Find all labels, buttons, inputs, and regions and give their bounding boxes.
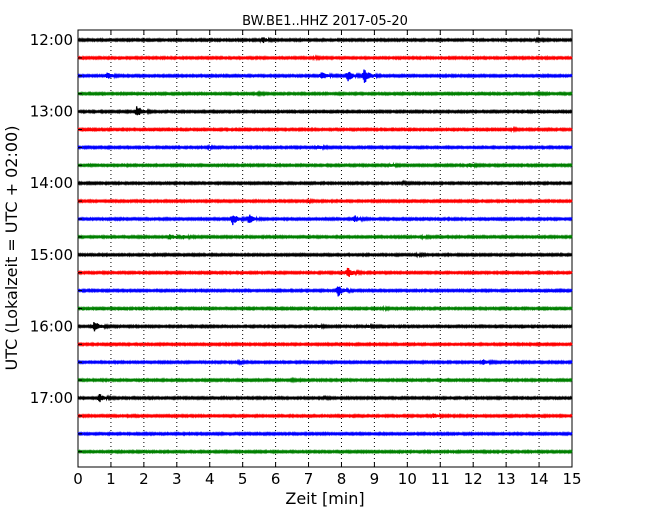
chart-title: BW.BE1..HHZ 2017-05-20	[242, 14, 408, 29]
seismogram-trace	[77, 267, 573, 277]
seismogram-trace	[77, 430, 573, 437]
seismogram-trace	[77, 197, 573, 205]
x-axis: 0 1 2 3 4 5 6 7 8 9 10 11 12 13 14 15	[73, 30, 582, 488]
y-tick-label: 12:00	[30, 31, 73, 49]
seismogram-trace	[77, 161, 573, 169]
y-axis: 12:00 13:00 14:00 15:00 16:00 17:00	[30, 31, 82, 453]
y-tick-label: 16:00	[30, 317, 73, 335]
x-tick-label: 1	[106, 470, 116, 488]
seismogram-trace	[77, 358, 573, 366]
y-tick-label: 14:00	[30, 174, 73, 192]
seismogram-trace	[77, 376, 573, 384]
seismogram-trace	[77, 304, 573, 313]
seismogram-trace	[77, 341, 573, 348]
seismogram-trace	[77, 448, 573, 455]
x-tick-label: 6	[271, 470, 281, 488]
x-tick-label: 9	[370, 470, 380, 488]
seismogram-trace	[77, 412, 573, 419]
x-tick-label: 13	[497, 470, 516, 488]
x-tick-label: 8	[337, 470, 347, 488]
seismogram-trace	[77, 251, 573, 259]
y-tick-label: 15:00	[30, 246, 73, 264]
seismogram-trace	[77, 90, 573, 98]
seismogram-trace	[77, 322, 573, 332]
trace-group	[77, 36, 573, 455]
x-axis-label: Zeit [min]	[285, 489, 364, 508]
seismogram-trace	[77, 286, 573, 297]
x-tick-label: 3	[172, 470, 182, 488]
x-tick-label: 15	[562, 470, 581, 488]
x-tick-label: 2	[139, 470, 149, 488]
x-tick-label: 11	[431, 470, 450, 488]
seismogram-trace	[77, 125, 573, 134]
seismogram-trace	[77, 179, 573, 187]
seismogram-trace	[77, 233, 573, 241]
seismogram-trace	[77, 143, 573, 152]
x-tick-label: 4	[205, 470, 215, 488]
x-tick-label: 7	[304, 470, 314, 488]
seismogram-trace	[77, 54, 573, 62]
seismogram-trace	[77, 393, 573, 403]
seismogram-trace	[77, 106, 573, 116]
x-tick-label: 5	[238, 470, 248, 488]
y-tick-label: 17:00	[30, 389, 73, 407]
y-axis-label: UTC (Lokalzeit = UTC + 02:00)	[2, 126, 21, 371]
x-tick-label: 12	[464, 470, 483, 488]
grid-lines	[110, 30, 540, 467]
x-tick-label: 10	[398, 470, 417, 488]
x-tick-label: 0	[73, 470, 83, 488]
seismogram-trace	[77, 214, 573, 226]
plot-frame	[77, 29, 573, 468]
x-tick-label: 14	[530, 470, 549, 488]
seismogram-trace	[77, 36, 573, 44]
y-tick-label: 13:00	[30, 103, 73, 121]
seismogram-trace	[77, 69, 573, 83]
